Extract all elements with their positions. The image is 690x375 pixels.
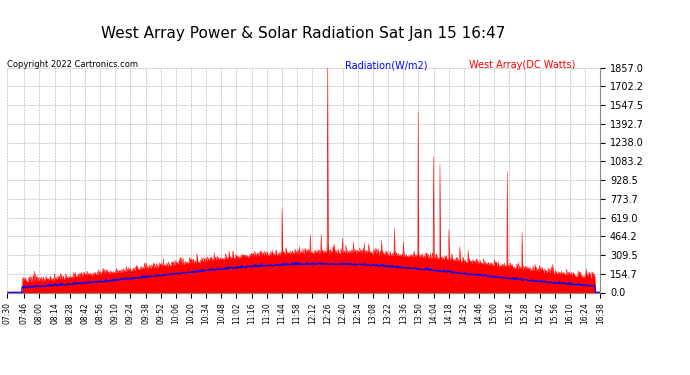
Text: Copyright 2022 Cartronics.com: Copyright 2022 Cartronics.com <box>7 60 138 69</box>
Text: West Array Power & Solar Radiation Sat Jan 15 16:47: West Array Power & Solar Radiation Sat J… <box>101 26 506 41</box>
Text: Radiation(W/m2): Radiation(W/m2) <box>345 60 428 70</box>
Text: West Array(DC Watts): West Array(DC Watts) <box>469 60 575 70</box>
